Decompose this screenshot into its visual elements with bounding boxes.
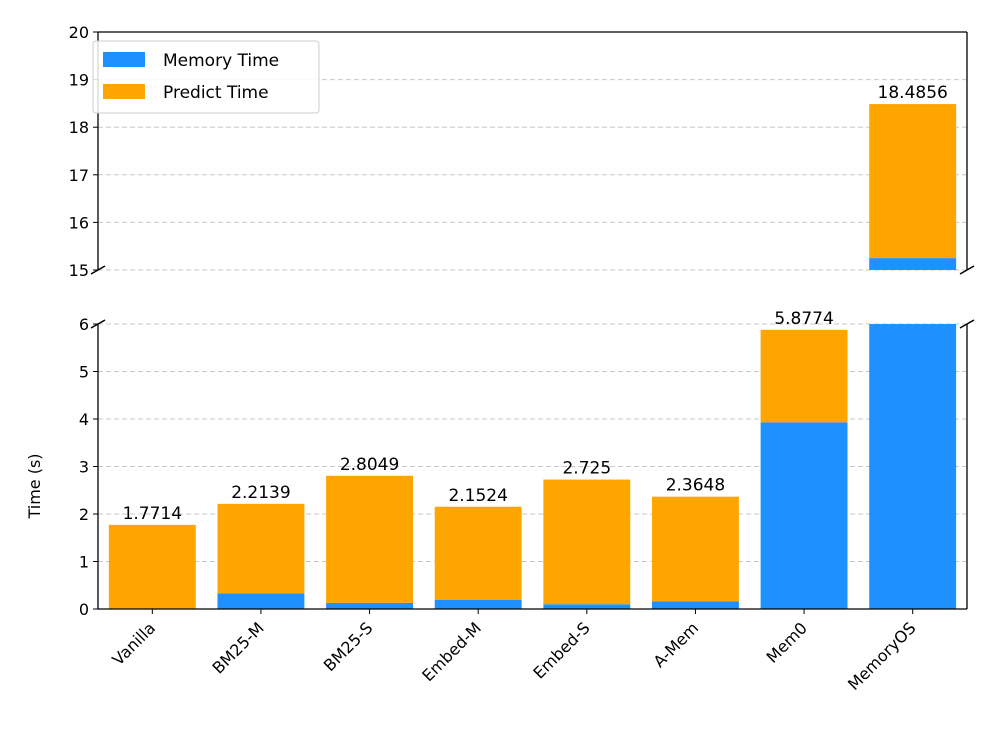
break-mark xyxy=(959,265,975,275)
total-label-mem0: 5.8774 xyxy=(774,309,833,329)
bar-vanilla-predict-time xyxy=(108,524,196,609)
bar-memoryos-memory-time xyxy=(869,258,957,270)
x-tick-label: Embed-M xyxy=(418,618,485,685)
total-label-bm25-m: 2.2139 xyxy=(231,483,290,503)
y-axis-ticks: 15 16 17 18 19 20 0 1 2 3 4 5 6 xyxy=(69,23,98,619)
legend: Memory Time Predict Time xyxy=(92,40,320,114)
total-label-embed-m: 2.1524 xyxy=(448,486,507,506)
x-tick-label: Mem0 xyxy=(763,618,811,666)
bar-bm25-m-predict-time xyxy=(217,503,305,594)
y-tick-label: 16 xyxy=(69,213,89,232)
y-tick-label: 5 xyxy=(79,363,89,382)
y-tick-label: 0 xyxy=(79,600,89,619)
legend-box xyxy=(92,40,320,114)
break-mark xyxy=(90,319,106,329)
bar-bm25-m-memory-time xyxy=(217,593,305,609)
total-label-embed-s: 2.725 xyxy=(562,459,611,479)
bar-a-mem-memory-time xyxy=(651,601,739,609)
bars xyxy=(108,104,957,609)
y-axis-title: Time (s) xyxy=(25,453,44,519)
total-label-a-mem: 2.3648 xyxy=(666,476,725,496)
break-mark xyxy=(90,265,106,275)
y-tick-label: 15 xyxy=(69,261,89,280)
legend-label-predict-time: Predict Time xyxy=(163,83,269,103)
bar-embed-s-memory-time xyxy=(543,604,631,609)
x-tick-label: BM25-M xyxy=(209,618,268,677)
legend-swatch-predict-time xyxy=(103,84,145,99)
break-mark xyxy=(959,319,975,329)
bar-mem0-predict-time xyxy=(760,329,848,423)
bar-embed-m-memory-time xyxy=(434,599,522,609)
y-tick-label: 20 xyxy=(69,23,89,42)
bar-mem0-memory-time xyxy=(760,422,848,609)
total-value-labels: 1.7714 2.2139 2.8049 2.1524 2.725 2.3648 5.877… xyxy=(123,83,948,524)
legend-swatch-memory-time xyxy=(103,52,145,67)
bar-a-mem-predict-time xyxy=(651,496,739,602)
x-tick-label: A-Mem xyxy=(650,618,703,671)
y-tick-label: 2 xyxy=(79,505,89,524)
y-tick-label: 6 xyxy=(79,315,89,334)
y-tick-label: 3 xyxy=(79,458,89,477)
x-tick-label: BM25-S xyxy=(320,618,377,675)
y-tick-label: 18 xyxy=(69,118,89,137)
bar-memoryos-predict-time xyxy=(869,104,957,259)
x-tick-label: MemoryOS xyxy=(844,618,920,694)
y-tick-label: 4 xyxy=(79,410,89,429)
total-label-bm25-s: 2.8049 xyxy=(340,455,399,475)
y-tick-label: 19 xyxy=(69,71,89,90)
bar-embed-m-predict-time xyxy=(434,506,522,600)
y-tick-label: 1 xyxy=(79,553,89,572)
legend-label-memory-time: Memory Time xyxy=(163,51,279,71)
total-label-memoryos: 18.4856 xyxy=(878,83,948,103)
bar-bm25-s-memory-time xyxy=(326,602,414,609)
bar-embed-s-predict-time xyxy=(543,479,631,605)
bar-memoryos-memory-time xyxy=(869,324,957,609)
total-label-vanilla: 1.7714 xyxy=(123,504,182,524)
y-tick-label: 17 xyxy=(69,166,89,185)
x-tick-label: Embed-S xyxy=(529,618,593,682)
bar-bm25-s-predict-time xyxy=(326,475,414,603)
x-tick-label: Vanilla xyxy=(108,618,159,669)
axis-break-marks xyxy=(90,265,975,329)
x-axis-ticks: Vanilla BM25-M BM25-S Embed-M Embed-S A-Mem Me… xyxy=(108,609,920,694)
